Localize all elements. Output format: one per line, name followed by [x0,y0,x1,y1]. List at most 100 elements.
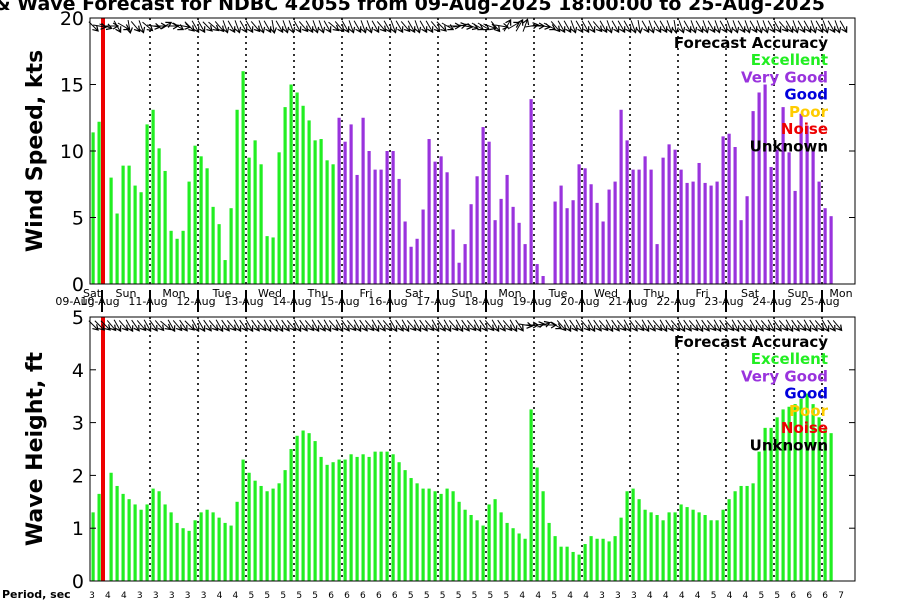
arrow-shaft [263,20,271,32]
wave-bar [139,509,143,581]
wind-bar [427,139,431,284]
arrow-head [489,23,497,31]
wave-direction-arrow [431,319,440,333]
day-name: Mon [829,287,852,300]
wind-direction-arrow [459,22,474,30]
arrow-head [499,324,506,332]
arrow-head [565,325,572,333]
arrow-shaft [762,20,768,32]
period-value: 4 [743,591,749,600]
day-date: 09-Aug [55,295,94,308]
arrow-shaft [497,319,505,331]
arrow-head [769,325,776,333]
wave-direction-arrow [221,319,230,332]
arrow-shaft [448,320,458,330]
wind-bar [775,149,779,284]
wave-direction-arrow [473,319,482,333]
arrow-shaft [389,319,397,331]
arrow-head [505,18,512,26]
arrow-shaft [271,20,275,32]
arrow-head [714,26,722,34]
arrow-head [271,324,278,332]
arrow-shaft [390,20,396,32]
day-date: 12-Aug [176,295,215,308]
wave-bar [625,491,629,581]
arrow-shaft [641,319,649,331]
wave-direction-arrow [466,320,477,332]
arrow-head [702,26,710,34]
wave-bar [241,459,245,581]
arrow-shaft [479,319,487,331]
arrow-shaft [537,24,550,28]
wave-bar [673,512,677,581]
arrow-head [565,26,572,34]
wind-direction-arrow [785,20,794,34]
arrow-head [379,25,387,33]
wind-bar [193,145,197,284]
arrow-head [733,325,740,333]
wind-bar [745,196,749,284]
wave-bar [619,517,623,581]
wind-direction-arrow [390,20,398,34]
wind-direction-arrow [503,18,512,32]
arrow-shaft [346,320,356,330]
wave-direction-arrow [634,320,645,332]
wave-bar [451,491,455,581]
wave-direction-arrow [791,319,800,332]
wind-direction-arrow [587,20,596,34]
arrow-shaft [522,20,528,32]
wave-bar [547,522,551,581]
wave-direction-arrow [113,319,122,333]
wave-bar [601,538,605,581]
wind-bar [709,185,713,284]
wind-direction-arrow [592,21,603,33]
period-value: 5 [774,591,780,600]
arrow-shaft [203,319,211,331]
arrow-head [511,325,518,333]
wind-bar [799,113,803,284]
wind-direction-arrow [695,20,704,34]
arrow-head [538,321,546,329]
wind-bar [169,230,173,284]
wave-bar [175,522,179,581]
wind-direction-arrow [767,20,776,34]
arrow-shaft [353,20,361,32]
wind-direction-arrow [376,21,387,33]
arrow-shaft [197,20,205,32]
arrow-head [385,324,393,332]
arrow-shaft [648,20,654,32]
wave-direction-arrow [515,319,524,332]
wind-bar [439,156,443,284]
wave-direction-arrow [677,319,686,333]
wave-bar [709,520,713,581]
wind-bar [121,165,125,284]
arrow-shaft [832,320,842,330]
wind-bar [409,246,413,284]
arrow-head [193,325,200,333]
wave-bar [613,536,617,581]
arrow-shaft [569,319,577,331]
arrow-head [595,25,603,33]
arrow-shaft [208,21,219,31]
wind-bar [781,107,785,284]
day-date: 19-Aug [512,295,551,308]
wind-bar [661,157,665,284]
wave-direction-arrow [328,320,339,332]
wind-bar [115,213,119,284]
wind-bar [145,124,149,285]
wind-bar [241,71,245,284]
arrow-shaft [298,21,308,31]
wave-bar [535,467,539,581]
arrow-head [655,26,662,34]
arrow-shaft [473,319,481,331]
arrow-shaft [172,320,182,330]
arrow-head [133,25,141,33]
wave-bar [193,520,197,581]
wind-bar [307,120,311,284]
arrow-shaft [827,319,835,331]
wind-direction-arrow [270,20,277,35]
period-value: 5 [249,591,255,600]
wave-bar [355,456,359,581]
arrow-head [661,26,668,34]
wave-bar [685,507,689,581]
